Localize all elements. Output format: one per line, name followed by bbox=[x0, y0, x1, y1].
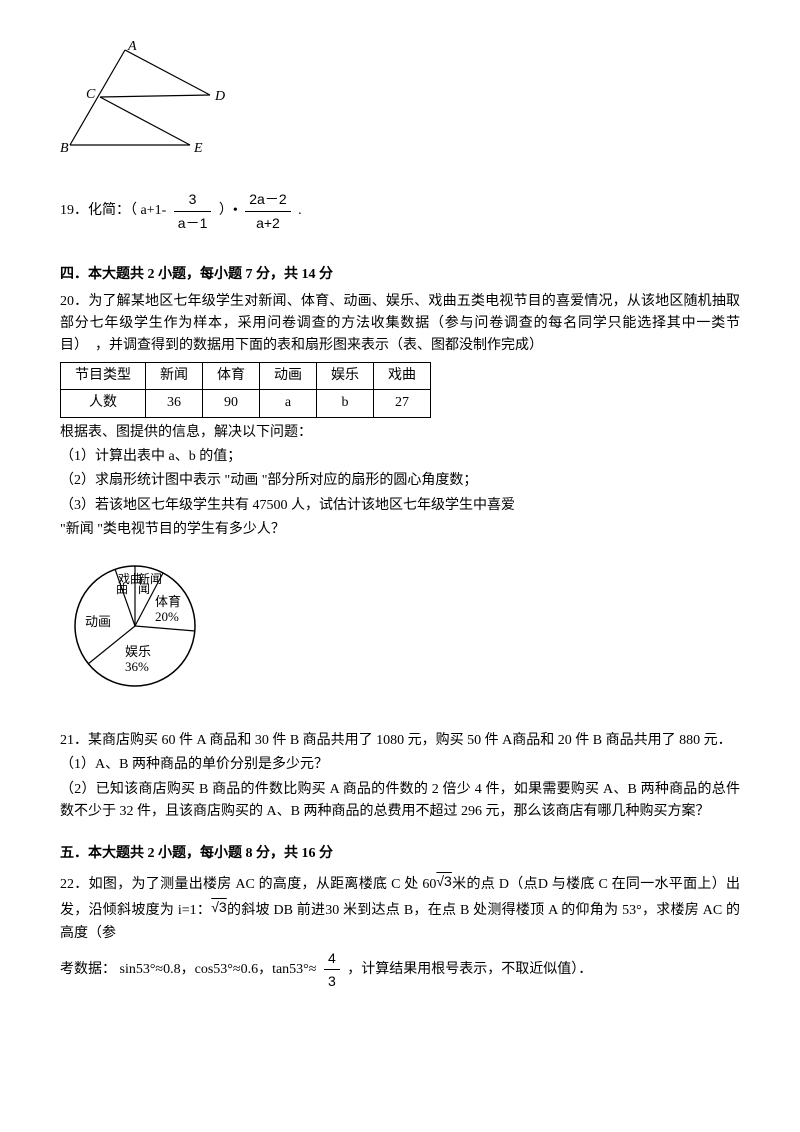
q19-mid: ）• bbox=[219, 204, 238, 219]
r1-v1: 36 bbox=[146, 390, 203, 417]
th-enter: 娱乐 bbox=[317, 362, 374, 389]
q22-para1: 22．如图，为了测量出楼房 AC 的高度，从距离楼底 C 处 60√3米的点 D… bbox=[60, 870, 740, 945]
th-type: 节目类型 bbox=[61, 362, 146, 389]
q20-sub2: （2）求扇形统计图中表示 "动画 "部分所对应的扇形的圆心角度数； bbox=[60, 470, 740, 492]
frac2-num: 2a－2 bbox=[245, 188, 290, 211]
section-5-header: 五．本大题共 2 小题，每小题 8 分，共 16 分 bbox=[60, 843, 740, 865]
th-news: 新闻 bbox=[146, 362, 203, 389]
label-b: B bbox=[60, 141, 69, 156]
frac1-num: 3 bbox=[174, 188, 212, 211]
q20-table: 节目类型 新闻 体育 动画 娱乐 戏曲 人数 36 90 a b 27 bbox=[60, 362, 431, 418]
label-e: E bbox=[193, 141, 203, 156]
q22-frac-den: 3 bbox=[324, 970, 340, 992]
q22-frac-num: 4 bbox=[324, 947, 340, 970]
q22-p2a: 考数据： sin53°≈0.8，cos53°≈0.6，tan53°≈ bbox=[60, 962, 316, 977]
q19-frac2: 2a－2 a+2 bbox=[245, 188, 290, 234]
th-opera: 戏曲 bbox=[374, 362, 431, 389]
q22-sqrt3b: √3 bbox=[211, 899, 226, 915]
q22-p2b: ，计算结果用根号表示，不取近似值）． bbox=[347, 962, 592, 977]
frac2-den: a+2 bbox=[245, 212, 290, 234]
r1-v2: 90 bbox=[203, 390, 260, 417]
r1-label: 人数 bbox=[61, 390, 146, 417]
pie-yule: 娱乐 bbox=[125, 644, 151, 659]
q20-line1: 根据表、图提供的信息，解决以下问题： bbox=[60, 422, 740, 444]
pie-donghua: 动画 bbox=[85, 614, 111, 629]
r1-v3: a bbox=[260, 390, 317, 417]
pie-yule-pct: 36% bbox=[125, 659, 149, 674]
label-d: D bbox=[214, 89, 225, 104]
q20-intro: 20．为了解某地区七年级学生对新闻、体育、动画、娱乐、戏曲五类电视节目的喜爱情况… bbox=[60, 291, 740, 358]
q22-p1a: 22．如图，为了测量出楼房 AC 的高度，从距离楼底 C 处 60 bbox=[60, 877, 436, 892]
th-anime: 动画 bbox=[260, 362, 317, 389]
label-c: C bbox=[86, 87, 96, 102]
q19-prefix: 19．化简：（ a+1- bbox=[60, 204, 166, 219]
q20-sub3a: （3）若该地区七年级学生共有 47500 人，试估计该地区七年级学生中喜爱 bbox=[60, 495, 740, 517]
section-4-header: 四．本大题共 2 小题，每小题 7 分，共 14 分 bbox=[60, 264, 740, 286]
q19-suffix: . bbox=[298, 204, 302, 219]
pie-tiyu: 体育 bbox=[155, 594, 181, 609]
q21-line1: 21．某商店购买 60 件 A 商品和 30 件 B 商品共用了 1080 元，… bbox=[60, 730, 740, 752]
q22-sqrt3a: √3 bbox=[436, 873, 451, 889]
section-5: 五．本大题共 2 小题，每小题 8 分，共 16 分 22．如图，为了测量出楼房… bbox=[60, 843, 740, 992]
question-19: 19．化简：（ a+1- 3 a－1 ）• 2a－2 a+2 . bbox=[60, 188, 740, 234]
q19-frac1: 3 a－1 bbox=[174, 188, 212, 234]
q21-sub1: （1）A、B 两种商品的单价分别是多少元？ bbox=[60, 754, 740, 776]
th-sports: 体育 bbox=[203, 362, 260, 389]
frac1-den: a－1 bbox=[174, 212, 212, 234]
svg-text:闻: 闻 bbox=[138, 582, 150, 596]
q22-frac: 4 3 bbox=[324, 947, 340, 993]
pie-chart: 戏曲 新闻 曲 闻 动画 体育 20% 娱乐 36% bbox=[60, 551, 740, 709]
q22-para2: 考数据： sin53°≈0.8，cos53°≈0.6，tan53°≈ 4 3 ，… bbox=[60, 947, 740, 993]
section-4: 四．本大题共 2 小题，每小题 7 分，共 14 分 20．为了解某地区七年级学… bbox=[60, 264, 740, 823]
r1-v5: 27 bbox=[374, 390, 431, 417]
svg-text:曲: 曲 bbox=[116, 582, 128, 596]
pie-tiyu-pct: 20% bbox=[155, 609, 179, 624]
q20-sub3b: "新闻 "类电视节目的学生有多少人？ bbox=[60, 519, 740, 541]
r1-v4: b bbox=[317, 390, 374, 417]
label-a: A bbox=[127, 40, 137, 54]
q21-sub2: （2）已知该商店购买 B 商品的件数比购买 A 商品的件数的 2 倍少 4 件，… bbox=[60, 779, 740, 824]
q20-sub1: （1）计算出表中 a、b 的值； bbox=[60, 446, 740, 468]
triangle-diagram: A B C D E bbox=[60, 40, 740, 168]
